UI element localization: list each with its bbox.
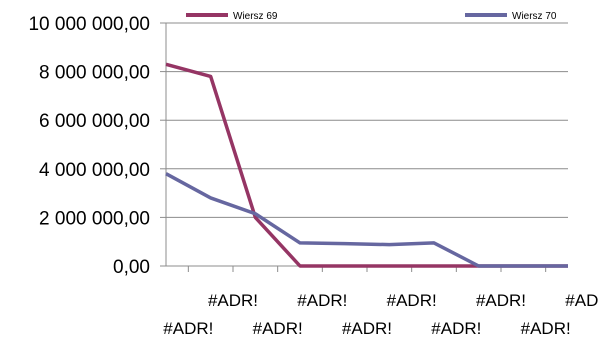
grid-lines xyxy=(166,22,568,218)
x-tick-label: #ADR! xyxy=(297,291,347,310)
series-lines xyxy=(165,62,568,268)
y-tick-label: 8 000 000,00 xyxy=(39,63,150,84)
series-line-2 xyxy=(165,172,568,268)
x-axis-tick-labels: #ADR! #ADR! #ADR! #ADR! #ADR! #ADR! #ADR! #ADR!… xyxy=(163,291,599,338)
x-tick-label: #ADR! xyxy=(163,319,213,338)
y-tick-label: 0,00 xyxy=(113,257,150,278)
legend-label: Wiersz 70 xyxy=(512,11,557,22)
y-tick-label: 10 000 000,00 xyxy=(28,14,150,35)
y-tick-label: 4 000 000,00 xyxy=(39,160,150,181)
x-tick-label: #ADR! xyxy=(431,319,481,338)
y-tick-label: 6 000 000,00 xyxy=(39,111,150,132)
x-tick-label: #ADR! xyxy=(565,291,599,310)
legend-label: Wiersz 69 xyxy=(233,11,278,22)
x-tick-label: #ADR! xyxy=(208,291,258,310)
y-tick-label: 2 000 000,00 xyxy=(39,208,150,229)
axes xyxy=(160,22,568,272)
x-tick-label: #ADR! xyxy=(253,319,303,338)
x-tick-label: #ADR! xyxy=(476,291,526,310)
y-axis-tick-labels: 0,00 2 000 000,00 4 000 000,00 6 000 000,00… xyxy=(28,14,150,278)
x-tick-label: #ADR! xyxy=(521,319,571,338)
series-line-1 xyxy=(165,62,568,268)
x-tick-label: #ADR! xyxy=(387,291,437,310)
x-tick-label: #ADR! xyxy=(342,319,392,338)
legend: Wiersz 69 Wiersz 70 xyxy=(186,11,557,22)
